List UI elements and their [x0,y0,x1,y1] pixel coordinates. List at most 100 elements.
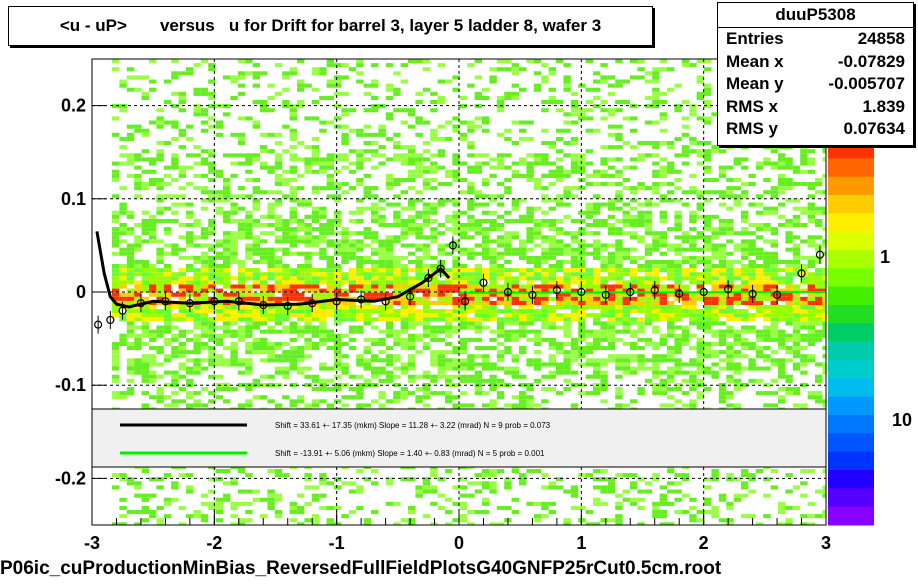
heat-cell [696,153,704,158]
heat-cell [274,341,283,346]
heat-cell [519,67,527,72]
heat-cell [311,378,320,383]
heat-cell [637,284,645,289]
heat-cell [519,477,527,482]
heat-cell [667,354,675,359]
heat-cell [260,255,268,260]
heat-cell [371,153,379,158]
heat-cell [304,157,312,162]
heat-cell [422,251,431,256]
heat-cell [267,350,275,355]
heat-cell [452,255,460,260]
heat-cell [208,374,216,379]
heat-cell [556,165,564,170]
heat-cell [171,177,179,182]
heat-cell [704,153,712,158]
heat-cell [156,177,164,182]
heat-cell [311,493,320,498]
heat-cell [215,210,223,215]
heat-cell [245,309,253,314]
heat-cell [704,255,712,260]
heat-cell [689,108,697,113]
heat-cell [792,325,801,330]
heat-cell [378,305,386,310]
heat-cell [644,259,653,264]
heat-cell [748,182,756,187]
heat-cell [297,202,305,207]
heat-cell [630,165,638,170]
heat-cell [570,493,579,498]
heat-cell [452,264,460,269]
heat-cell [644,264,653,269]
heat-cell [504,333,512,338]
heat-cell [215,268,223,273]
heat-cell [467,145,475,150]
heat-cell [245,255,253,260]
heat-cell [445,333,453,338]
heat-cell [578,243,586,248]
heat-cell [504,505,512,510]
heat-cell [112,284,120,289]
heat-cell [348,149,357,154]
heat-cell [807,514,815,519]
heat-cell [726,145,734,150]
heat-cell [408,186,416,191]
heat-cell [570,161,579,166]
heat-cell [741,214,749,219]
heat-cell [563,378,571,383]
heat-cell [755,165,764,170]
heat-cell [674,292,682,297]
heat-cell [637,489,645,494]
heat-cell [385,251,394,256]
heat-cell [371,202,379,207]
heat-cell [541,235,549,240]
heat-cell [163,473,172,478]
heat-cell [778,268,786,273]
heat-cell [637,346,645,351]
heat-cell [652,79,660,84]
heat-cell [223,231,231,236]
heat-cell [408,333,416,338]
heat-cell [393,141,401,146]
heat-cell [652,235,660,240]
heat-cell [186,403,194,408]
heat-cell [556,259,564,264]
heat-cell [474,227,482,232]
heat-cell [400,190,408,195]
heat-cell [496,354,505,359]
heat-cell [422,296,431,301]
heat-cell [681,231,690,236]
heat-cell [622,280,630,285]
heat-cell [163,251,172,256]
heat-cell [408,112,416,117]
heat-cell [800,276,808,281]
heat-cell [570,300,579,305]
heat-cell [267,276,275,281]
heat-cell [356,305,364,310]
heat-cell [496,391,505,396]
heat-cell [245,313,253,318]
heat-cell [311,292,320,297]
heat-cell [585,374,593,379]
heat-cell [467,337,475,342]
heat-cell [511,354,519,359]
heat-cell [726,309,734,314]
heat-cell [526,399,534,404]
heat-cell [622,309,630,314]
heat-cell [674,366,682,371]
heat-cell [674,481,682,486]
heat-cell [245,489,253,494]
heat-cell [622,296,630,301]
heat-cell [548,87,556,92]
heat-cell [474,337,482,342]
heat-cell [637,305,645,310]
heat-cell [541,300,549,305]
heat-cell [126,280,135,285]
heat-cell [237,370,246,375]
heat-cell [704,346,712,351]
heat-cell [511,317,519,322]
heat-cell [311,243,320,248]
heat-cell [163,272,172,277]
heat-cell [274,296,283,301]
heat-cell [178,95,186,100]
